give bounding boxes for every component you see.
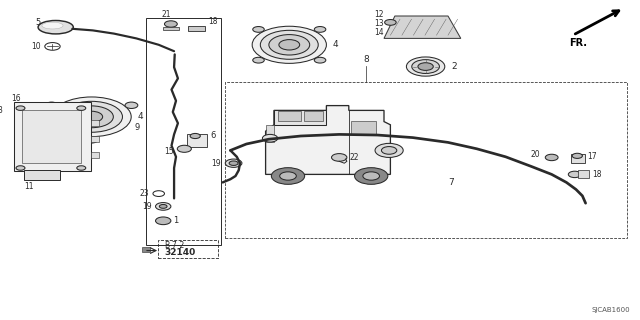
Text: 16: 16 — [11, 94, 20, 103]
Bar — [91, 120, 99, 126]
Circle shape — [253, 27, 264, 32]
Circle shape — [572, 153, 582, 158]
Text: 11: 11 — [24, 182, 34, 191]
Circle shape — [418, 63, 433, 70]
Bar — [578, 170, 589, 178]
Text: 12: 12 — [374, 10, 384, 19]
Circle shape — [568, 171, 581, 178]
Circle shape — [16, 106, 25, 110]
Circle shape — [70, 106, 113, 128]
Circle shape — [61, 101, 122, 132]
Circle shape — [45, 102, 58, 108]
Circle shape — [85, 137, 98, 143]
Text: 14: 14 — [374, 28, 384, 37]
Bar — [142, 246, 150, 252]
Circle shape — [381, 147, 397, 154]
Circle shape — [52, 97, 131, 137]
Bar — [24, 170, 60, 180]
Text: 13: 13 — [374, 20, 384, 28]
Polygon shape — [266, 106, 390, 174]
Bar — [266, 125, 274, 142]
Text: 17: 17 — [588, 152, 597, 161]
Circle shape — [271, 168, 305, 184]
Text: B-7-2: B-7-2 — [164, 241, 185, 250]
Circle shape — [375, 143, 403, 157]
Bar — [14, 102, 91, 171]
Text: 15: 15 — [164, 147, 174, 156]
Circle shape — [156, 217, 171, 225]
Bar — [91, 136, 99, 142]
Text: 19: 19 — [142, 202, 152, 211]
Circle shape — [279, 40, 300, 50]
Text: 18: 18 — [593, 170, 602, 179]
Bar — [225, 82, 627, 238]
Circle shape — [406, 57, 445, 76]
Text: 21: 21 — [161, 10, 170, 19]
Circle shape — [125, 102, 138, 108]
Circle shape — [314, 57, 326, 63]
Circle shape — [190, 133, 200, 139]
Text: 19: 19 — [211, 159, 221, 168]
Text: FR.: FR. — [570, 38, 588, 48]
Circle shape — [385, 20, 396, 25]
Bar — [163, 27, 179, 30]
Circle shape — [260, 30, 318, 59]
Circle shape — [77, 166, 86, 170]
Text: 1: 1 — [173, 216, 178, 225]
Bar — [304, 111, 323, 121]
Circle shape — [262, 134, 278, 142]
Bar — [158, 240, 218, 258]
Circle shape — [81, 111, 102, 122]
Circle shape — [332, 154, 347, 161]
Polygon shape — [384, 16, 461, 38]
Text: 4: 4 — [138, 112, 143, 121]
Circle shape — [77, 106, 86, 110]
Text: 5: 5 — [35, 18, 40, 27]
Text: 4: 4 — [333, 40, 339, 49]
Text: SJCAB1600: SJCAB1600 — [592, 307, 630, 313]
Bar — [351, 121, 376, 134]
Circle shape — [253, 57, 264, 63]
Circle shape — [225, 159, 242, 167]
Circle shape — [16, 166, 25, 170]
Circle shape — [355, 168, 388, 184]
Text: 8: 8 — [363, 55, 369, 64]
Bar — [278, 111, 301, 121]
Text: 18: 18 — [208, 17, 218, 26]
Circle shape — [363, 172, 380, 180]
Circle shape — [229, 161, 238, 165]
Circle shape — [314, 27, 326, 32]
Circle shape — [156, 203, 171, 210]
Circle shape — [252, 26, 326, 63]
Circle shape — [269, 35, 310, 55]
Circle shape — [164, 21, 177, 27]
Ellipse shape — [42, 22, 63, 29]
Circle shape — [280, 172, 296, 180]
Bar — [146, 18, 221, 245]
Bar — [22, 110, 81, 163]
Circle shape — [177, 145, 191, 152]
Polygon shape — [274, 110, 326, 125]
Bar — [188, 26, 205, 31]
Bar — [571, 154, 585, 163]
Text: 2: 2 — [451, 62, 457, 71]
Text: 6: 6 — [210, 132, 215, 140]
Text: 10: 10 — [31, 42, 41, 51]
Text: 32140: 32140 — [164, 248, 196, 257]
Text: 3: 3 — [0, 106, 3, 115]
Bar — [91, 152, 99, 158]
Text: 22: 22 — [349, 153, 359, 162]
Text: 23: 23 — [140, 189, 149, 198]
Text: 7: 7 — [448, 178, 454, 187]
Text: 9: 9 — [134, 124, 140, 132]
Circle shape — [159, 204, 167, 208]
Circle shape — [412, 60, 440, 74]
Bar — [187, 134, 207, 147]
Circle shape — [545, 154, 558, 161]
Ellipse shape — [38, 20, 73, 34]
Text: 20: 20 — [531, 150, 540, 159]
